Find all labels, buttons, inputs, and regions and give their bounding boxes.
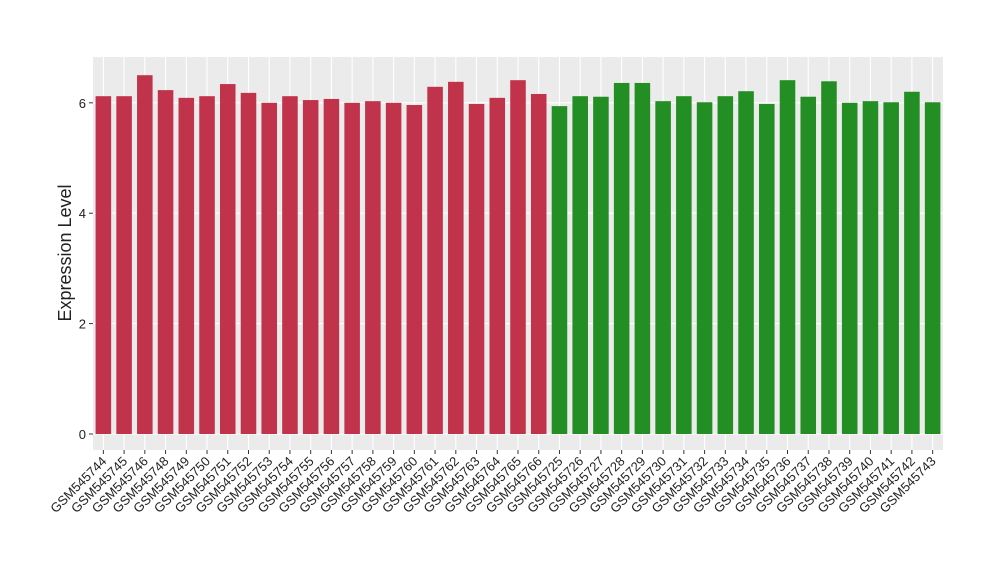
bar (510, 80, 526, 434)
bar (365, 101, 381, 434)
bar (841, 102, 858, 434)
y-tick-label: 0 (79, 427, 86, 442)
bar (385, 102, 402, 434)
bar (800, 96, 817, 434)
bar (302, 100, 319, 434)
bar (468, 103, 485, 434)
bar (676, 96, 692, 434)
bar (261, 102, 277, 434)
bar (696, 102, 713, 434)
bar (219, 84, 236, 434)
bar (572, 96, 588, 434)
bar (924, 102, 941, 434)
y-tick-label: 6 (79, 96, 86, 111)
bar (634, 82, 651, 434)
bar (137, 75, 153, 434)
bar (157, 90, 174, 434)
bar (862, 101, 879, 434)
y-tick-label: 4 (79, 206, 86, 221)
bar (655, 101, 671, 434)
bar (613, 82, 630, 434)
y-axis-label: Expression Level (55, 184, 75, 321)
bar (883, 102, 899, 434)
bar (821, 81, 837, 434)
bar (95, 96, 112, 434)
bar (759, 103, 775, 434)
bar (116, 96, 132, 434)
bar (593, 96, 609, 434)
bar (738, 91, 754, 434)
bar (344, 102, 360, 434)
bar (240, 92, 257, 434)
bar (530, 93, 547, 434)
bar (448, 81, 464, 434)
bar (282, 96, 298, 434)
bar (717, 96, 734, 434)
bar (427, 86, 443, 434)
bar (779, 80, 796, 434)
bar (489, 97, 506, 434)
bar (904, 91, 920, 434)
bar (406, 105, 423, 434)
bar (199, 96, 215, 434)
bar (551, 106, 568, 434)
bar (323, 98, 340, 434)
bar (178, 97, 195, 434)
y-tick-label: 2 (79, 317, 86, 332)
